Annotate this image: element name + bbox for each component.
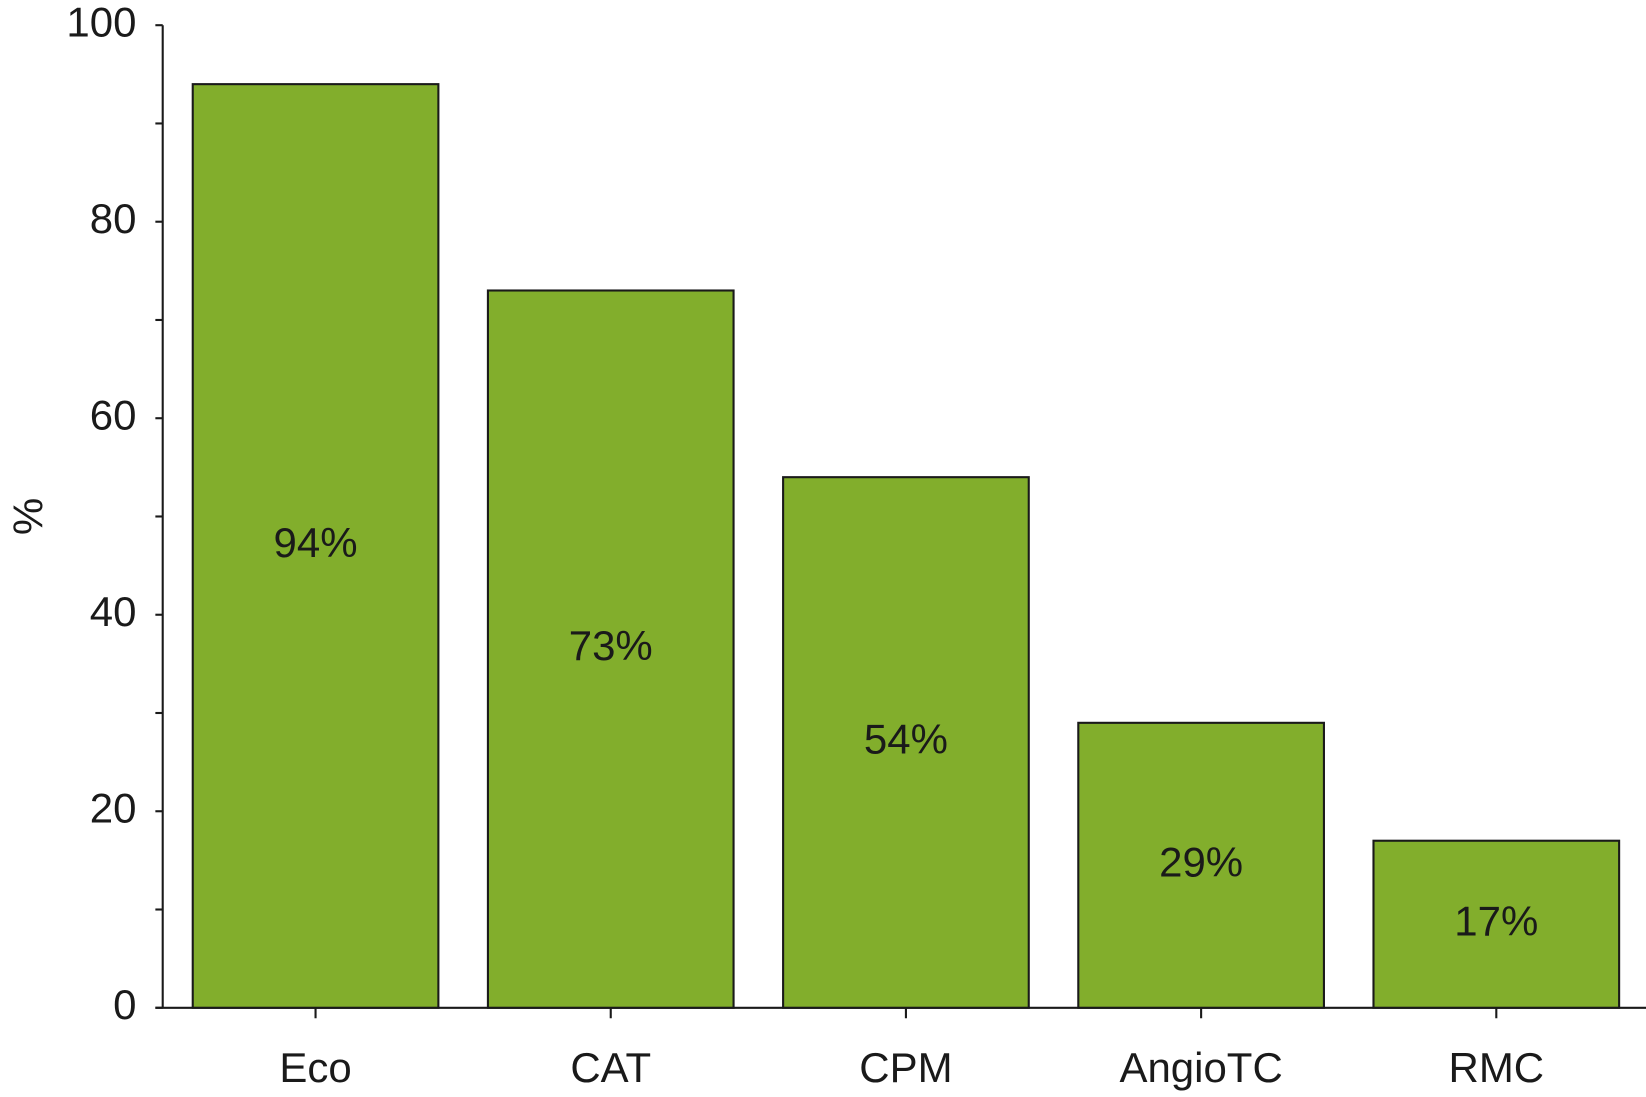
y-tick-label: 100 <box>66 0 136 45</box>
value-label: 29% <box>1159 838 1243 885</box>
y-tick-label: 40 <box>90 588 137 635</box>
x-tick-label: CPM <box>859 1044 952 1091</box>
value-label: 94% <box>274 519 358 566</box>
x-tick-label: Eco <box>279 1044 351 1091</box>
x-tick-label: CAT <box>570 1044 651 1091</box>
y-tick-label: 60 <box>90 391 137 438</box>
bar <box>1077 721 1325 1009</box>
y-tick-label: 80 <box>90 195 137 242</box>
x-tick-label: AngioTC <box>1119 1044 1282 1091</box>
bar <box>191 83 440 1009</box>
y-axis-label: % <box>5 498 52 535</box>
x-tick-label: RMC <box>1449 1044 1545 1091</box>
value-label: 73% <box>569 622 653 669</box>
value-label: 17% <box>1454 897 1538 944</box>
bar <box>486 289 735 1009</box>
bar <box>1372 839 1621 1009</box>
y-tick-label: 0 <box>113 981 136 1028</box>
y-tick-label: 20 <box>90 784 137 831</box>
bar <box>782 476 1030 1009</box>
value-label: 54% <box>864 716 948 763</box>
